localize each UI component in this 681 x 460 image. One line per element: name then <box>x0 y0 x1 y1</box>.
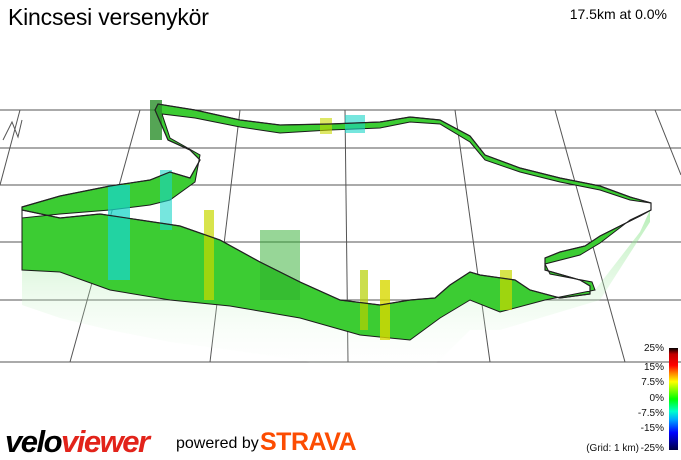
gradient-legend-bar <box>669 348 678 450</box>
legend-label: -15% <box>640 423 664 434</box>
veloviewer-logo[interactable]: veloviewer <box>5 424 150 460</box>
legend-label: -7.5% <box>637 408 664 419</box>
legend-label: 0% <box>649 393 664 404</box>
route-line[interactable] <box>21 103 652 306</box>
legend-label: 7.5% <box>641 377 664 388</box>
route-wall <box>21 100 652 341</box>
distance-gradient-readout: 17.5km at 0.0% <box>569 6 667 22</box>
grid-scale-note: (Grid: 1 km) <box>586 443 639 454</box>
legend-label: -25% <box>640 443 664 454</box>
route-title: Kincsesi versenykör <box>8 4 209 30</box>
logo-part-viewer: viewer <box>61 424 150 459</box>
legend-label: 15% <box>643 362 664 373</box>
route-reflection <box>22 210 650 380</box>
strava-logo[interactable]: STRAVA <box>260 428 357 456</box>
legend-label: 25% <box>643 343 664 354</box>
logo-part-velo: velo <box>5 424 63 459</box>
powered-by-text: powered by <box>176 435 259 452</box>
